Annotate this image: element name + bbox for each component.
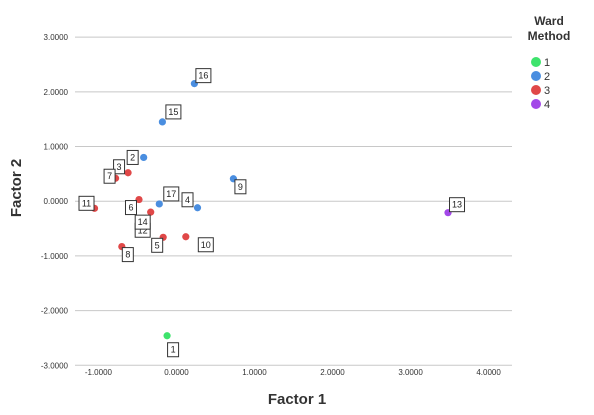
point-label-text: 11 bbox=[82, 198, 91, 208]
point-label-box bbox=[449, 197, 466, 213]
point-label-text: 1 bbox=[171, 345, 176, 355]
point-label-13: 13 bbox=[449, 197, 466, 213]
point-label-box bbox=[197, 237, 214, 253]
data-point-4 bbox=[193, 204, 202, 212]
point-label-box bbox=[195, 68, 212, 84]
legend-label-2: 2 bbox=[544, 71, 550, 83]
data-point-1 bbox=[163, 332, 171, 340]
data-point-10 bbox=[182, 233, 190, 241]
point-label-11: 11 bbox=[78, 195, 95, 211]
point-label-box bbox=[163, 186, 180, 202]
point-label-7: 7 bbox=[103, 168, 116, 184]
point-label-box bbox=[113, 159, 126, 175]
point-label-4: 4 bbox=[181, 192, 194, 208]
legend-label-3: 3 bbox=[544, 85, 550, 97]
point-label-box bbox=[234, 179, 247, 195]
data-point-6 bbox=[135, 195, 143, 204]
legend: Ward Method 1 2 3 4 bbox=[528, 14, 571, 111]
point-label-text: 8 bbox=[125, 250, 130, 260]
point-label-text: 6 bbox=[128, 203, 133, 213]
legend-label-1: 1 bbox=[544, 57, 550, 69]
legend-title-line-1: Ward bbox=[534, 14, 564, 28]
point-label-text: 12 bbox=[138, 225, 148, 235]
y-tick-label: -3.0000 bbox=[41, 361, 69, 370]
point-label-15: 15 bbox=[165, 104, 182, 120]
point-label-box bbox=[181, 192, 194, 208]
point-label-9: 9 bbox=[234, 179, 247, 195]
y-tick-label: 3.0000 bbox=[44, 33, 69, 42]
point-label-text: 10 bbox=[201, 240, 211, 250]
data-points bbox=[90, 80, 452, 340]
y-tick-label: -1.0000 bbox=[41, 252, 69, 261]
point-label-box bbox=[103, 168, 116, 184]
point-label-5: 5 bbox=[151, 237, 164, 253]
point-label-text: 7 bbox=[107, 171, 112, 181]
point-label-10: 10 bbox=[197, 237, 214, 253]
point-label-text: 4 bbox=[185, 195, 190, 205]
point-label-3: 3 bbox=[113, 159, 126, 175]
y-tick-label: 2.0000 bbox=[44, 88, 69, 97]
point-label-box bbox=[121, 247, 134, 263]
data-point-2 bbox=[140, 153, 148, 162]
y-axis-ticks: 3.0000 2.0000 1.0000 0.0000 -1.0000 -2.0000 -3… bbox=[41, 33, 69, 370]
legend-title-line-2: Method bbox=[528, 29, 571, 43]
x-axis-title: Factor 1 bbox=[268, 391, 326, 408]
gridlines bbox=[75, 36, 512, 366]
x-tick-label: -1.0000 bbox=[85, 368, 113, 377]
point-label-1: 1 bbox=[167, 342, 180, 358]
point-label-text: 5 bbox=[155, 240, 160, 250]
x-tick-label: 0.0000 bbox=[164, 368, 189, 377]
point-label-6: 6 bbox=[124, 200, 137, 216]
legend-label-4: 4 bbox=[544, 99, 550, 111]
x-tick-label: 4.0000 bbox=[476, 368, 501, 377]
point-label-text: 16 bbox=[198, 71, 208, 81]
point-label-text: 14 bbox=[138, 217, 148, 227]
point-label-text: 2 bbox=[130, 152, 135, 162]
legend-swatch-2 bbox=[531, 71, 541, 81]
legend-swatch-1 bbox=[531, 57, 541, 67]
x-tick-label: 1.0000 bbox=[242, 368, 267, 377]
y-tick-label: -2.0000 bbox=[41, 307, 69, 316]
point-label-text: 3 bbox=[117, 162, 122, 172]
point-label-16: 16 bbox=[195, 68, 212, 84]
point-label-box bbox=[151, 237, 164, 253]
point-label-box bbox=[167, 342, 180, 358]
y-tick-label: 1.0000 bbox=[44, 143, 69, 152]
point-label-box bbox=[126, 149, 139, 165]
point-label-box bbox=[165, 104, 182, 120]
point-label-8: 8 bbox=[121, 247, 134, 263]
point-label-box bbox=[134, 214, 151, 230]
legend-swatch-3 bbox=[531, 85, 541, 95]
data-point-3 bbox=[124, 169, 132, 177]
x-tick-label: 2.0000 bbox=[320, 368, 345, 377]
y-axis-title: Factor 2 bbox=[8, 159, 25, 217]
point-label-14: 14 bbox=[134, 214, 151, 230]
data-point-15 bbox=[158, 118, 166, 126]
point-label-text: 9 bbox=[238, 182, 243, 192]
point-label-box bbox=[78, 195, 95, 211]
point-label-text: 13 bbox=[452, 200, 462, 210]
point-label-2: 2 bbox=[126, 149, 139, 165]
legend-swatch-4 bbox=[531, 99, 541, 109]
point-label-text: 15 bbox=[168, 107, 178, 117]
x-tick-label: 3.0000 bbox=[398, 368, 423, 377]
point-label-box bbox=[124, 200, 137, 216]
data-point-17 bbox=[155, 200, 163, 208]
point-label-text: 17 bbox=[166, 189, 176, 199]
x-axis-ticks: -1.0000 0.0000 1.0000 2.0000 3.0000 4.0000 bbox=[85, 368, 502, 377]
y-tick-label: 0.0000 bbox=[44, 197, 69, 206]
point-label-17: 17 bbox=[163, 186, 180, 202]
data-point-14 bbox=[147, 208, 155, 216]
